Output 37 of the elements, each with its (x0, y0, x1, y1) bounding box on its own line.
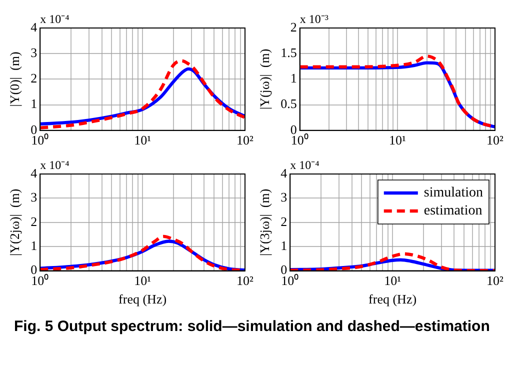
y-tick-label: 3 (30, 190, 38, 205)
x-tick-label: 10² (236, 132, 254, 148)
y-axis-title: |Y(3jω)| (m) (257, 188, 272, 256)
y-tick-label: 0.5 (280, 96, 297, 112)
y-tick-label: 2 (280, 214, 288, 229)
text: x 10⁻⁴ (40, 158, 70, 172)
caption: Fig. 5 Output spectrum: solid—simulation and dashed—estimation (14, 318, 491, 335)
y-tick-label: 1.5 (280, 45, 297, 60)
x-axis-title: freq (Hz) (368, 292, 417, 307)
x-axis-title: freq (Hz) (118, 292, 167, 307)
y-tick-label: 1 (30, 96, 38, 112)
y-axis-title: |Y(0)| (m) (7, 52, 22, 107)
y-axis-title: |Y(2jω)| (m) (7, 188, 22, 256)
x-tick-label: 10² (486, 132, 504, 148)
y-tick-label: 3 (280, 190, 288, 205)
x-tick-label: 10¹ (384, 273, 402, 288)
y-tick-label: 3 (30, 45, 38, 60)
y-tick-label: 1 (30, 238, 38, 254)
x-tick-label: 10¹ (388, 132, 406, 148)
x-tick-label: 10¹ (134, 132, 152, 148)
y-tick-label: 2 (30, 214, 38, 229)
text: x 10⁻⁴ (290, 158, 320, 172)
y-axis-title: |Y(jω)| (m) (257, 48, 272, 110)
text: x 10⁻³ (300, 12, 329, 26)
y-tick-label: 1 (280, 238, 288, 254)
legend-label: simulation (424, 186, 484, 201)
y-tick-label: 2 (290, 19, 297, 34)
y-tick-label: 2 (30, 70, 38, 86)
y-tick-label: 1 (290, 70, 297, 86)
text: x 10⁻⁴ (40, 12, 70, 26)
x-tick-label: 10¹ (134, 273, 152, 288)
x-tick-label: 10² (486, 273, 504, 288)
legend-label: estimation (424, 204, 482, 219)
y-tick-label: 4 (30, 165, 38, 180)
y-tick-label: 4 (30, 19, 38, 34)
y-tick-label: 4 (280, 165, 288, 180)
x-tick-label: 10² (236, 273, 254, 288)
